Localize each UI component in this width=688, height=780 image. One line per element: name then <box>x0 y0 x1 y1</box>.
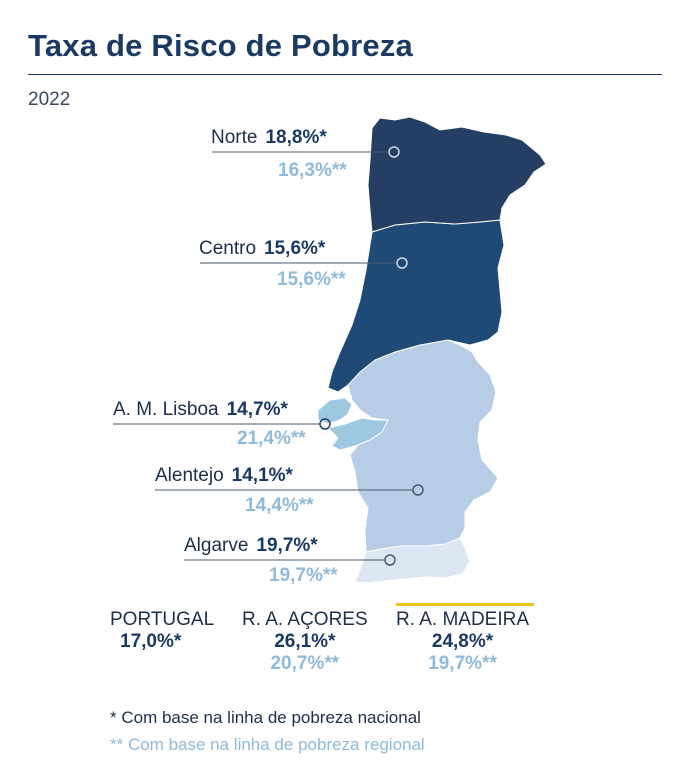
region-name: Centro <box>199 238 257 259</box>
centro-label: Centro 15,6%* <box>199 238 325 260</box>
summary-madeira: R. A. MADEIRA 24,8%* 19,7%** <box>396 609 529 675</box>
norte-label: Norte 18,8%* <box>211 127 327 149</box>
lisboa-regional-rate: 21,4%** <box>237 428 306 449</box>
alentejo-marker <box>412 484 424 496</box>
summary-name: R. A. MADEIRA <box>396 609 530 630</box>
summary-regional-rate: 20,7%** <box>270 653 340 674</box>
page-title: Taxa de Risco de Pobreza <box>28 28 413 63</box>
summary-regional-rate: 19,7%** <box>428 653 497 674</box>
region-name: A. M. Lisboa <box>113 399 219 420</box>
title-divider <box>28 74 662 75</box>
national-rate: 18,8%* <box>265 127 327 148</box>
national-rate: 14,7%* <box>226 399 288 420</box>
lisboa-marker <box>319 418 331 430</box>
madeira-highlight-bar <box>396 603 534 606</box>
national-rate: 19,7%* <box>256 535 318 556</box>
region-name: Algarve <box>184 535 249 556</box>
algarve-marker <box>384 554 396 566</box>
lisboa-label: A. M. Lisboa 14,7%* <box>113 399 288 421</box>
summary-national-rate: 17,0%* <box>120 631 182 652</box>
region-name: Norte <box>211 127 258 148</box>
algarve-label: Algarve 19,7%* <box>184 535 318 557</box>
summary-name: PORTUGAL <box>110 609 215 630</box>
alentejo-label: Alentejo 14,1%* <box>155 465 293 487</box>
region-name: Alentejo <box>155 465 224 486</box>
region-setubal[interactable] <box>327 417 389 451</box>
region-norte[interactable] <box>367 116 547 233</box>
summary-national-rate: 26,1%* <box>274 631 336 652</box>
year-label: 2022 <box>28 89 71 110</box>
national-rate: 15,6%* <box>264 238 326 259</box>
algarve-regional-rate: 19,7%** <box>269 565 338 586</box>
centro-marker <box>396 257 408 269</box>
summary-national-rate: 24,8%* <box>431 631 494 652</box>
footnote-regional: ** Com base na linha de pobreza regional <box>110 735 425 754</box>
norte-regional-rate: 16,3%** <box>278 160 347 181</box>
summary-name: R. A. AÇORES <box>242 609 368 630</box>
national-rate: 14,1%* <box>231 465 293 486</box>
centro-regional-rate: 15,6%** <box>277 269 346 290</box>
region-alentejo[interactable] <box>347 339 499 553</box>
summary-portugal: PORTUGAL 17,0%* <box>110 609 214 653</box>
footnote-national: * Com base na linha de pobreza nacional <box>110 708 421 727</box>
norte-marker <box>388 146 400 158</box>
alentejo-regional-rate: 14,4%** <box>245 495 314 516</box>
summary-acores: R. A. AÇORES 26,1%* 20,7%** <box>242 609 368 675</box>
